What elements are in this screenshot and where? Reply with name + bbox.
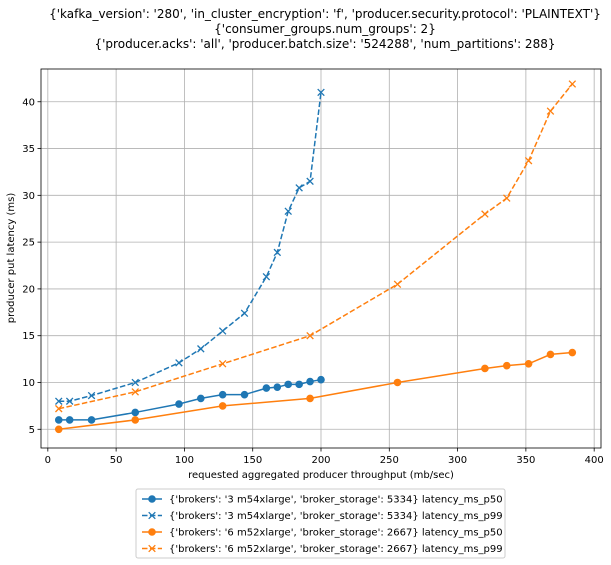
series-4 xyxy=(54,80,577,413)
x-tick-label: 300 xyxy=(448,455,467,466)
data-point xyxy=(393,378,402,387)
data-point xyxy=(306,394,314,403)
series-line xyxy=(58,83,573,410)
data-point xyxy=(273,248,282,257)
data-point xyxy=(54,397,63,405)
legend-marker xyxy=(148,511,156,520)
data-point xyxy=(218,390,227,399)
data-point xyxy=(218,402,227,410)
data-point xyxy=(131,378,140,387)
data-point xyxy=(197,345,205,353)
legend-marker xyxy=(148,544,156,553)
data-point xyxy=(175,359,183,367)
data-point xyxy=(524,359,533,368)
data-point xyxy=(317,88,325,97)
x-axis-label: requested aggregated producer throughput… xyxy=(188,470,454,481)
data-point xyxy=(481,364,489,373)
data-point xyxy=(306,177,314,186)
data-point xyxy=(306,331,314,340)
data-point xyxy=(87,391,96,400)
series-line xyxy=(58,92,322,402)
data-point xyxy=(284,207,292,216)
x-tick-label: 200 xyxy=(311,455,330,466)
data-point xyxy=(393,280,402,288)
series-area xyxy=(54,80,577,434)
data-point xyxy=(295,184,303,192)
x-tick-label: 400 xyxy=(585,455,604,466)
data-point xyxy=(197,394,205,403)
data-point xyxy=(131,388,140,396)
data-point xyxy=(568,80,577,88)
legend-label: {'brokers': '6 m52xlarge', 'broker_stora… xyxy=(169,528,503,539)
legend-frame xyxy=(135,488,506,559)
x-tick-label: 350 xyxy=(516,455,535,466)
data-point xyxy=(284,380,293,389)
y-tick-label: 40 xyxy=(22,97,35,108)
y-tick-label: 20 xyxy=(22,284,35,295)
data-point xyxy=(218,360,227,368)
data-point xyxy=(175,400,183,408)
data-point xyxy=(54,425,63,434)
data-point xyxy=(306,377,314,386)
series-2 xyxy=(54,88,325,405)
data-point xyxy=(218,327,227,335)
legend-label: {'brokers': '6 m52xlarge', 'broker_stora… xyxy=(169,544,503,555)
data-point xyxy=(87,416,96,424)
data-point xyxy=(317,375,325,384)
data-point xyxy=(273,383,282,391)
data-point xyxy=(524,156,533,165)
x-tick-label: 0 xyxy=(45,455,51,466)
series-1 xyxy=(54,375,325,424)
data-point xyxy=(481,210,489,218)
legend-entry: {'brokers': '6 m52xlarge', 'broker_stora… xyxy=(142,544,503,555)
legend-entry: {'brokers': '3 m54xlarge', 'broker_stora… xyxy=(142,495,503,506)
x-tick-label: 250 xyxy=(380,455,399,466)
data-point xyxy=(546,350,555,359)
data-point xyxy=(131,416,140,424)
y-axis-label: producer put latency (ms) xyxy=(6,193,17,324)
data-point xyxy=(54,416,63,424)
data-point xyxy=(240,309,249,318)
y-tick-label: 10 xyxy=(22,378,35,389)
data-point xyxy=(502,194,511,202)
data-point xyxy=(65,397,74,405)
legend-marker xyxy=(148,528,156,536)
data-point xyxy=(295,380,303,389)
title-line-3: {'producer.acks': 'all', 'producer.batch… xyxy=(95,37,556,51)
y-tick-label: 30 xyxy=(22,191,35,202)
series-line xyxy=(58,351,573,431)
x-tick-label: 150 xyxy=(243,455,262,466)
x-tick-label: 50 xyxy=(110,455,123,466)
y-tick-label: 25 xyxy=(22,238,35,249)
title-line-1: {'kafka_version': '280', 'in_cluster_enc… xyxy=(49,7,601,21)
y-tick-label: 35 xyxy=(22,144,35,155)
legend-entry: {'brokers': '6 m52xlarge', 'broker_stora… xyxy=(142,528,503,539)
data-point xyxy=(546,107,555,115)
data-point xyxy=(65,416,74,424)
x-tick-label: 100 xyxy=(175,455,194,466)
legend-label: {'brokers': '3 m54xlarge', 'broker_stora… xyxy=(169,511,503,522)
legend: {'brokers': '3 m54xlarge', 'broker_stora… xyxy=(135,488,506,559)
chart-title: {'kafka_version': '280', 'in_cluster_enc… xyxy=(49,7,601,51)
legend-entry: {'brokers': '3 m54xlarge', 'broker_stora… xyxy=(142,511,503,522)
legend-marker xyxy=(148,495,156,503)
data-point xyxy=(568,348,577,357)
y-tick-label: 15 xyxy=(22,331,35,342)
data-point xyxy=(54,404,63,413)
series-3 xyxy=(54,348,577,434)
data-point xyxy=(502,361,511,370)
axis-ticks: 0 50 100 150 200 250 300 350 400 5 10 15 20 25 30 35 40 xyxy=(22,97,603,466)
y-tick-label: 5 xyxy=(29,425,35,436)
data-point xyxy=(262,384,271,392)
data-point xyxy=(262,272,271,281)
grid xyxy=(41,69,601,448)
data-point xyxy=(131,408,140,417)
data-point xyxy=(240,390,249,399)
legend-label: {'brokers': '3 m54xlarge', 'broker_stora… xyxy=(169,495,503,506)
title-line-2: {'consumer_groups.num_groups': 2} xyxy=(214,22,436,36)
